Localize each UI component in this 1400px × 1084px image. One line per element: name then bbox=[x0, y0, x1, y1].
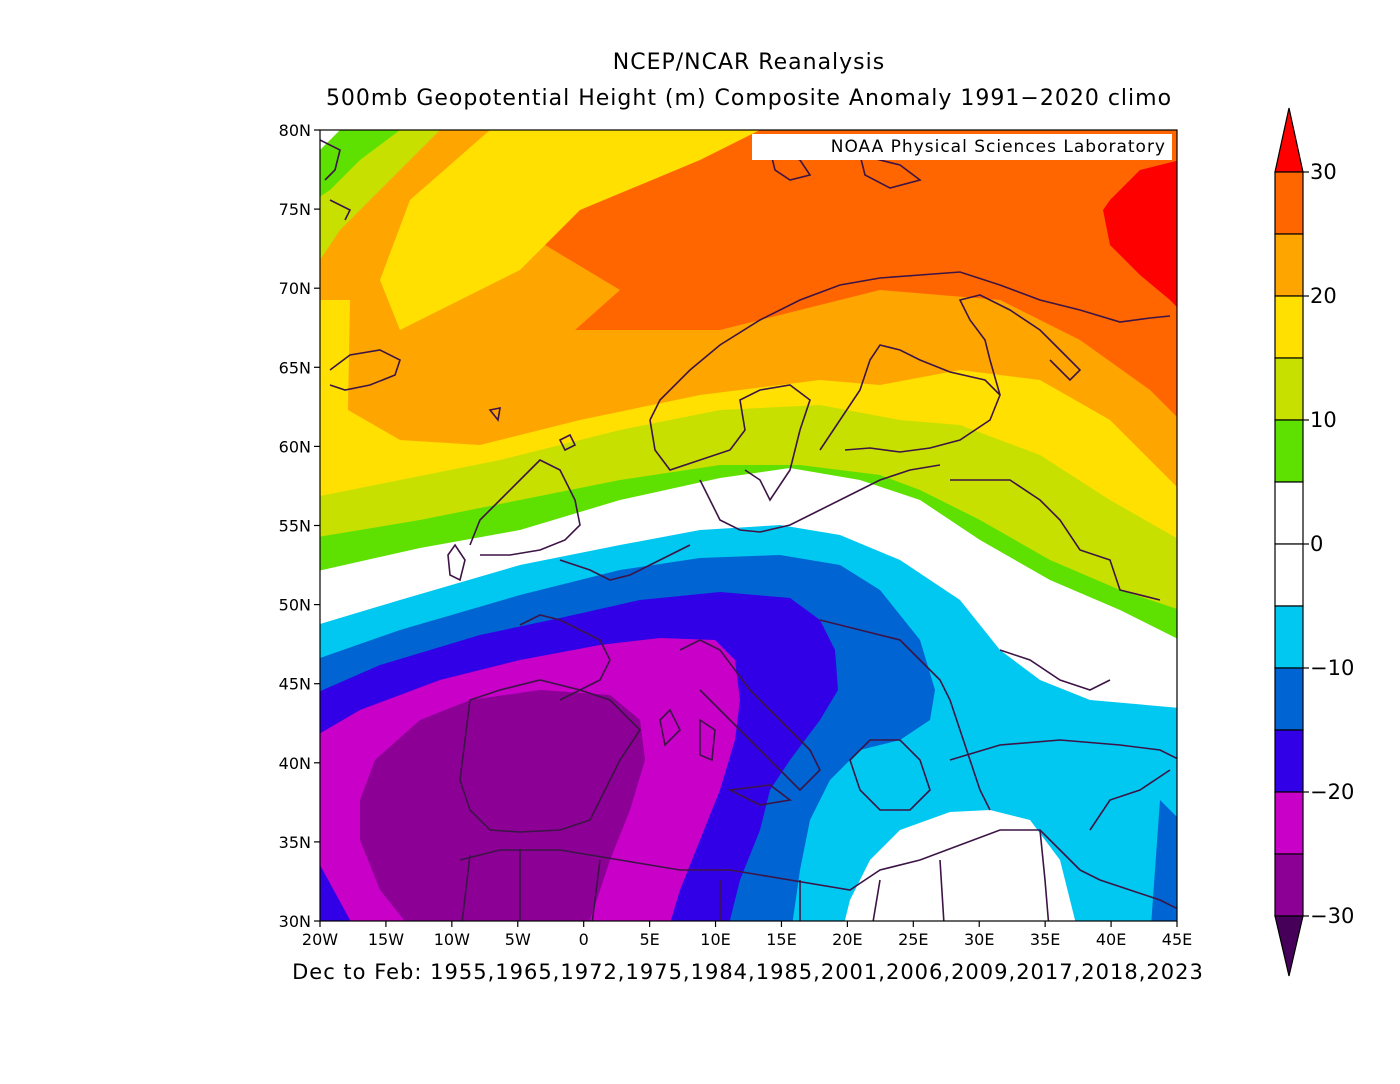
lon-tick-label: 25E bbox=[898, 930, 928, 949]
lon-tick-label: 20E bbox=[832, 930, 862, 949]
colorbar-seg-m15-m10 bbox=[1274, 667, 1304, 731]
lat-tick-label: 40N bbox=[279, 754, 311, 773]
lon-tick-label: 15E bbox=[766, 930, 796, 949]
lon-tick-label: 20W bbox=[302, 930, 338, 949]
colorbar-seg-0-5 bbox=[1274, 481, 1304, 545]
colorbar-label: −20 bbox=[1310, 780, 1354, 804]
lat-tick-label: 50N bbox=[279, 596, 311, 615]
lat-tick-label: 60N bbox=[279, 437, 311, 456]
lat-tick-label: 30N bbox=[279, 912, 311, 931]
colorbar-seg-25-30 bbox=[1274, 171, 1304, 235]
colorbar-seg-10-15 bbox=[1274, 357, 1304, 421]
lon-tick-label: 5W bbox=[505, 930, 531, 949]
colorbar-top-arrow bbox=[1274, 107, 1304, 173]
lat-tick-label: 45N bbox=[279, 675, 311, 694]
colorbar-seg-5-10 bbox=[1274, 419, 1304, 483]
lat-tick-label: 65N bbox=[279, 358, 311, 377]
anomaly-field bbox=[320, 130, 1177, 921]
colorbar-seg-m5-0 bbox=[1274, 543, 1304, 607]
colorbar-seg-m30-m25 bbox=[1274, 853, 1304, 917]
lon-tick-label: 10E bbox=[700, 930, 730, 949]
credit-label: NOAA Physical Sciences Laboratory bbox=[752, 134, 1172, 160]
colorbar: 30 20 10 0 −10 −20 −30 bbox=[1274, 107, 1354, 977]
title-line-2: 500mb Geopotential Height (m) Composite … bbox=[325, 86, 1173, 111]
lat-tick-label: 55N bbox=[279, 517, 311, 536]
latitude-axis: 30N 35N 40N 45N 50N 55N 60N 65N 70N 75N 80N bbox=[279, 121, 320, 931]
colorbar-label: 30 bbox=[1310, 160, 1337, 184]
colorbar-seg-m25-m20 bbox=[1274, 791, 1304, 855]
lon-tick-label: 45E bbox=[1162, 930, 1192, 949]
lon-tick-label: 10W bbox=[434, 930, 470, 949]
lon-tick-label: 5E bbox=[639, 930, 659, 949]
colorbar-label: −10 bbox=[1310, 656, 1354, 680]
colorbar-bottom-arrow bbox=[1274, 915, 1304, 977]
lon-tick-label: 15W bbox=[368, 930, 404, 949]
colorbar-label: 0 bbox=[1310, 532, 1323, 556]
caption: Dec to Feb: 1955,1965,1972,1975,1984,198… bbox=[292, 960, 1204, 984]
band-above-30 bbox=[1103, 160, 1177, 307]
title-line-1: NCEP/NCAR Reanalysis bbox=[612, 50, 886, 75]
colorbar-label: −30 bbox=[1310, 904, 1354, 928]
colorbar-seg-m20-m15 bbox=[1274, 729, 1304, 793]
band-m30-m25 bbox=[360, 690, 645, 921]
lon-tick-label: 30E bbox=[964, 930, 994, 949]
colorbar-label: 10 bbox=[1310, 408, 1337, 432]
lon-tick-label: 0 bbox=[579, 930, 589, 949]
colorbar-seg-m10-m5 bbox=[1274, 605, 1304, 669]
coastlines bbox=[320, 139, 1177, 921]
lat-tick-label: 35N bbox=[279, 833, 311, 852]
lat-tick-label: 80N bbox=[279, 121, 311, 140]
lon-tick-label: 35E bbox=[1030, 930, 1060, 949]
colorbar-seg-15-20 bbox=[1274, 295, 1304, 359]
lon-tick-label: 40E bbox=[1096, 930, 1126, 949]
colorbar-label: 20 bbox=[1310, 284, 1337, 308]
lat-tick-label: 75N bbox=[279, 200, 311, 219]
lat-tick-label: 70N bbox=[279, 279, 311, 298]
band-corner-left bbox=[320, 865, 351, 921]
longitude-axis: 20W 15W 10W 5W 0 5E 10E 15E 20E 25E 30E 35E 40E 45E bbox=[302, 921, 1192, 949]
colorbar-seg-20-25 bbox=[1274, 233, 1304, 297]
